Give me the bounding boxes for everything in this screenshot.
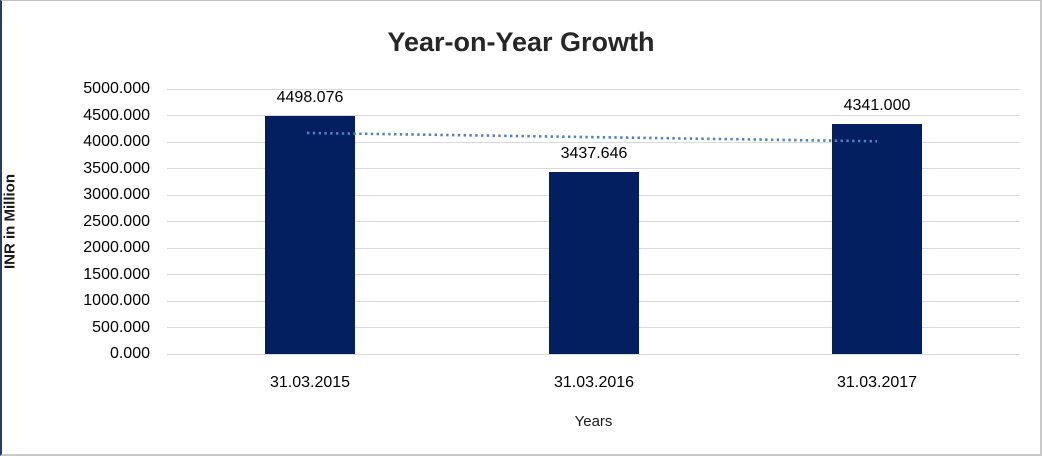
y-tick-label: 2500.000 [83,212,150,230]
gridline [167,88,1020,90]
y-tick-label: 3000.000 [83,186,150,203]
y-tick-label: 3500.000 [83,159,150,177]
bar-31.03.2015 [265,115,355,354]
gridline [167,115,1020,116]
chart-title: Year-on-Year Growth [387,27,655,57]
bar-31.03.2016 [549,171,639,354]
y-tick-label: 500.000 [92,318,150,336]
y-tick-label: 1000.000 [83,292,150,309]
y-tick-label: 1500.000 [83,265,150,283]
x-axis-title: Years [574,413,613,430]
y-axis-title: INR in Million [1,174,19,269]
y-tick-label: 0.000 [109,345,150,362]
bar-value-label: 4498.076 [276,88,344,106]
gridline [167,353,1020,355]
x-tick-label: 31.03.2016 [553,374,635,391]
y-tick-label: 5000.000 [83,80,150,97]
bar-value-label: 3437.646 [560,144,628,162]
x-tick-label: 31.03.2015 [269,374,351,391]
y-tick-label: 2000.000 [83,239,150,256]
gridline [167,168,1020,169]
y-tick-label: 4500.000 [83,106,150,124]
y-tick-label: 4000.000 [83,133,150,150]
bar-31.03.2017 [832,123,922,354]
x-tick-label: 31.03.2017 [836,374,918,391]
bar-value-label: 4341.000 [843,96,911,114]
